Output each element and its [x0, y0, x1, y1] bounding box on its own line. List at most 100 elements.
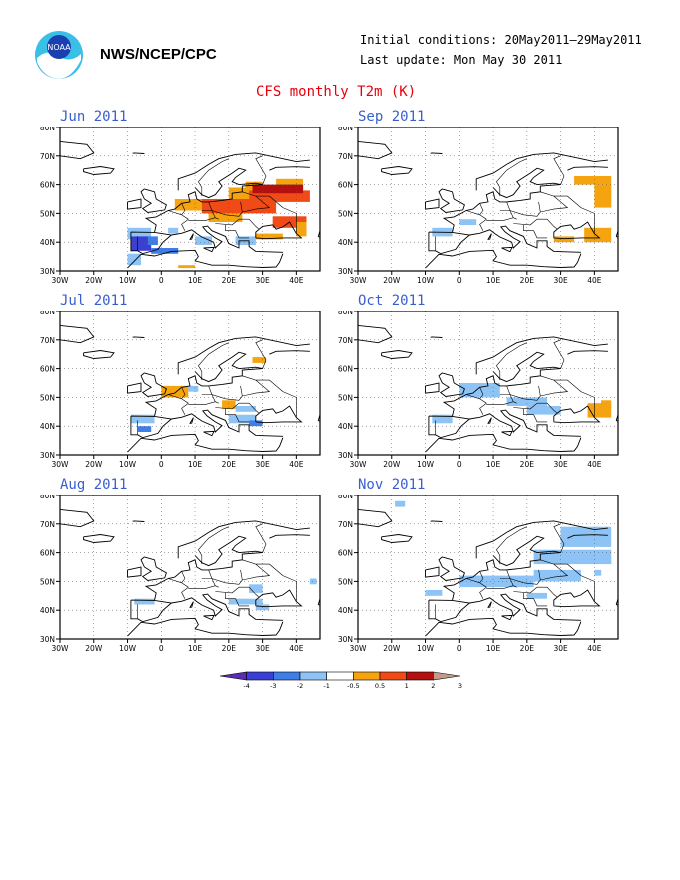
country-border	[466, 578, 487, 599]
coastline	[425, 382, 440, 394]
colorbar-label: -0.5	[347, 682, 360, 690]
coastline	[381, 350, 413, 359]
country-border	[466, 394, 487, 415]
lon-label: 0	[457, 276, 462, 285]
anomaly-cell	[425, 590, 443, 596]
anomaly-cell	[228, 414, 256, 424]
colorbar: -4-3-2-1-0.50.51234	[219, 671, 462, 690]
coastline	[127, 249, 284, 269]
anomaly-cell	[147, 236, 158, 245]
coastline	[189, 601, 194, 608]
colorbar-bin	[406, 671, 434, 681]
lon-label: 20W	[85, 276, 103, 285]
coastline	[144, 552, 263, 601]
country-border	[506, 385, 541, 401]
lat-label: 70N	[338, 520, 353, 529]
lon-label: 40E	[587, 276, 602, 285]
country-border	[215, 402, 260, 414]
coastline	[469, 593, 581, 621]
coastline	[194, 351, 263, 383]
plot-frame	[59, 311, 321, 456]
lat-label: 60N	[338, 549, 353, 558]
anomaly-cell	[195, 236, 212, 245]
colorbar-label: 0.5	[375, 682, 385, 690]
anomaly-cell	[222, 400, 236, 409]
coastline	[469, 409, 581, 437]
lat-label: 30N	[40, 267, 55, 276]
colorbar-label: -1	[323, 682, 329, 690]
anomaly-cell	[432, 414, 453, 424]
panel-title-nov: Nov 2011	[358, 477, 426, 493]
lon-label: 40E	[587, 644, 602, 653]
org-label: NWS/NCEP/CPC	[100, 46, 217, 63]
lat-label: 70N	[338, 336, 353, 345]
coastline	[487, 601, 492, 608]
plot-frame	[357, 495, 619, 640]
coastline	[140, 188, 167, 213]
lon-label: 30E	[553, 276, 568, 285]
coastline	[127, 198, 142, 210]
coastline	[501, 614, 513, 621]
lat-label: 80N	[40, 495, 55, 500]
country-border	[553, 379, 595, 406]
colorbar-label: -2	[297, 682, 303, 690]
anomaly-cell	[249, 190, 310, 202]
coastline	[140, 556, 167, 581]
lon-label: 30E	[255, 276, 270, 285]
country-border	[198, 342, 229, 381]
coastline	[553, 221, 601, 240]
lon-label: 10E	[486, 460, 501, 469]
lon-label: 30E	[553, 644, 568, 653]
country-border	[479, 387, 484, 399]
coastline	[171, 225, 283, 253]
noaa-logo-icon: NOAA	[35, 31, 83, 79]
lon-label: 0	[457, 644, 462, 653]
country-border	[486, 217, 517, 221]
anomaly-cell	[228, 187, 250, 199]
lon-label: 20E	[222, 276, 237, 285]
anomaly-cell	[249, 420, 263, 427]
lon-label: 20E	[520, 276, 535, 285]
lat-label: 50N	[40, 393, 55, 402]
country-border	[208, 385, 243, 401]
lon-label: 20E	[520, 644, 535, 653]
country-border	[499, 394, 514, 402]
plot-frame	[59, 127, 321, 272]
coastline	[425, 617, 582, 637]
colorbar-label: 3	[458, 682, 462, 690]
lon-label: 10E	[486, 276, 501, 285]
anomaly-cell	[252, 357, 266, 363]
lat-label: 30N	[338, 451, 353, 460]
lon-label: 30E	[255, 460, 270, 469]
coastline	[132, 520, 145, 522]
coastline	[438, 556, 465, 581]
lon-label: 10E	[188, 276, 203, 285]
colorbar-bin	[219, 671, 247, 681]
coastline	[469, 225, 581, 253]
initial-conditions: Initial conditions: 20May2011–29May2011	[360, 33, 642, 47]
lat-label: 70N	[40, 152, 55, 161]
lat-label: 60N	[40, 549, 55, 558]
lat-label: 30N	[40, 451, 55, 460]
country-border	[255, 339, 267, 369]
lon-label: 20E	[520, 460, 535, 469]
lon-label: 20W	[383, 460, 401, 469]
country-border	[208, 569, 243, 585]
plot-frame	[59, 495, 321, 640]
country-border	[242, 191, 271, 213]
country-border	[486, 585, 517, 589]
country-border	[513, 402, 558, 414]
lon-label: 20W	[383, 276, 401, 285]
country-border	[523, 592, 548, 607]
country-border	[540, 191, 569, 213]
colorbar-label: -4	[243, 682, 249, 690]
anomaly-cell	[188, 385, 199, 392]
coastline	[567, 166, 608, 171]
coastline	[83, 166, 115, 175]
lon-label: 40E	[587, 460, 602, 469]
country-border	[506, 569, 541, 585]
country-border	[479, 203, 484, 215]
